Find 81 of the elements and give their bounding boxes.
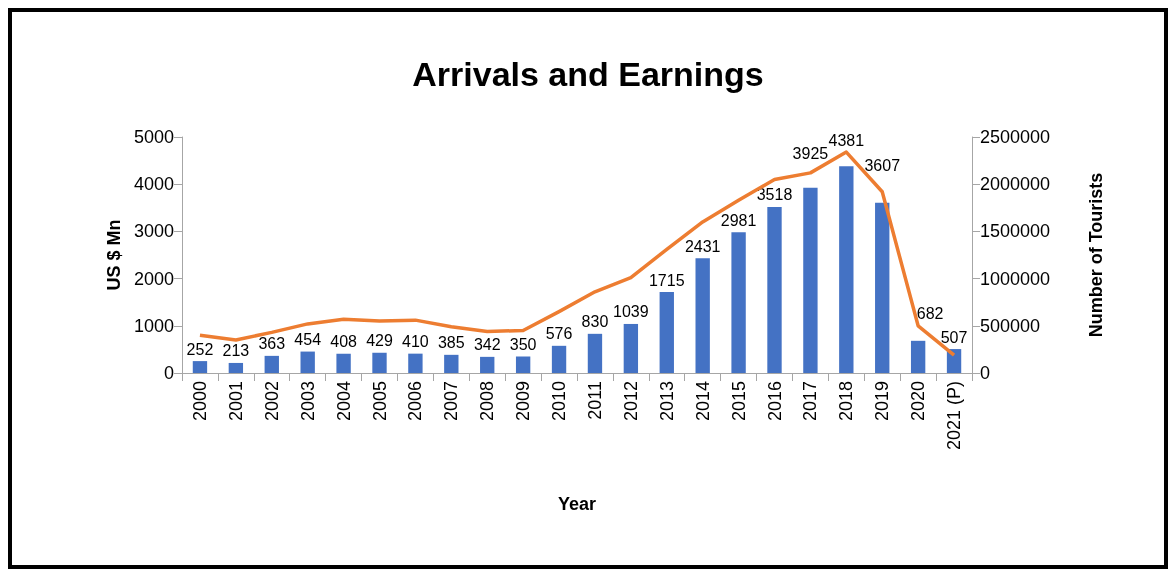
- data-label: 363: [258, 335, 286, 353]
- bar: [659, 292, 674, 373]
- x-tick-label: 2015: [728, 381, 749, 422]
- y2-tick-label: 500000: [980, 315, 1041, 336]
- x-tick-label: 2002: [261, 381, 282, 422]
- x-axis-title: Year: [557, 494, 597, 514]
- x-tick-label: 2004: [333, 381, 354, 422]
- data-label: 4381: [828, 131, 865, 149]
- bar: [264, 355, 279, 373]
- y-tick-label: 5000: [133, 127, 174, 147]
- x-tick-label: 2014: [692, 381, 713, 422]
- x-tick-label: 2005: [369, 381, 390, 422]
- bar: [839, 166, 854, 373]
- x-tick-label: 2006: [405, 381, 426, 422]
- data-label: 507: [940, 328, 968, 346]
- y-tick-label: 0: [163, 363, 174, 383]
- y-axis-title: US $ Mn: [104, 219, 125, 291]
- data-label: 3518: [756, 186, 793, 204]
- data-label: 830: [581, 313, 609, 331]
- data-label: 408: [330, 333, 358, 351]
- x-tick-label: 2000: [189, 381, 210, 422]
- y-tick-label: 4000: [133, 174, 174, 195]
- x-tick-label: 2011: [584, 381, 605, 420]
- x-tick-label: 2017: [800, 381, 821, 422]
- x-tick-label: 2001: [225, 381, 246, 422]
- bar: [192, 361, 208, 373]
- bar: [551, 345, 567, 373]
- data-label: 1715: [648, 271, 685, 289]
- x-tick-label: 2009: [513, 381, 534, 422]
- y-tick-label: 1000: [133, 315, 174, 336]
- bar: [623, 323, 639, 373]
- data-label: 1039: [613, 303, 649, 321]
- bar: [731, 232, 746, 373]
- bar: [803, 187, 818, 373]
- bar: [300, 351, 315, 373]
- x-tick-label: 2019: [872, 381, 893, 422]
- chart-title: Arrivals and Earnings: [412, 55, 764, 93]
- data-label: 3925: [792, 145, 829, 163]
- bar: [408, 353, 423, 373]
- bar: [767, 206, 782, 373]
- bar: [875, 202, 890, 373]
- bar: [228, 362, 244, 373]
- x-tick-label: 2013: [656, 381, 677, 422]
- data-label: 3607: [864, 157, 901, 175]
- bar: [910, 340, 926, 373]
- x-tick-label: 2020: [908, 381, 929, 422]
- data-label: 2431: [684, 237, 721, 255]
- data-label: 429: [366, 332, 393, 350]
- x-tick-label: 2008: [477, 381, 498, 422]
- data-label: 682: [916, 305, 944, 323]
- y2-tick-label: 2000000: [980, 174, 1051, 195]
- y-tick-label: 2000: [133, 268, 174, 289]
- x-tick-label: 2021 (P): [944, 381, 965, 451]
- y-tick-label: 3000: [133, 221, 174, 242]
- data-label: 350: [509, 335, 537, 353]
- bar: [695, 258, 710, 373]
- y2-tick-label: 1500000: [980, 221, 1051, 242]
- y2-tick-label: 2500000: [980, 127, 1051, 147]
- x-tick-label: 2018: [836, 381, 857, 422]
- x-tick-label: 2016: [764, 381, 785, 422]
- data-label: 410: [402, 333, 429, 351]
- data-label: 2981: [720, 211, 757, 229]
- bar: [444, 354, 459, 373]
- bar: [372, 352, 387, 373]
- bar: [587, 333, 603, 373]
- bar: [480, 356, 495, 373]
- x-tick-label: 2007: [441, 381, 462, 422]
- y2-tick-label: 1000000: [980, 268, 1051, 289]
- data-label: 213: [222, 342, 250, 360]
- data-label: 454: [294, 331, 322, 349]
- bar: [515, 356, 531, 373]
- bar: [336, 353, 351, 373]
- data-label: 342: [473, 336, 501, 354]
- y2-tick-label: 0: [980, 363, 991, 383]
- x-tick-label: 2010: [549, 381, 570, 422]
- data-label: 576: [545, 325, 573, 343]
- data-label: 385: [437, 334, 465, 352]
- data-label: 252: [186, 340, 214, 358]
- x-tick-label: 2012: [620, 381, 641, 422]
- x-tick-label: 2003: [297, 381, 318, 422]
- y2-axis-title: Number of Tourists: [1086, 172, 1106, 338]
